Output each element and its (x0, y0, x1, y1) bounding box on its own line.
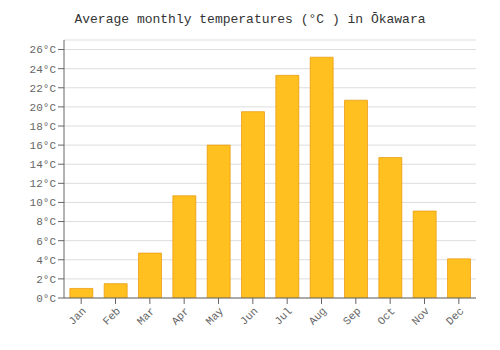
svg-text:Sep: Sep (341, 305, 363, 327)
svg-text:26°C: 26°C (30, 44, 57, 56)
svg-text:Apr: Apr (169, 305, 191, 327)
svg-text:22°C: 22°C (30, 83, 57, 95)
svg-text:0°C: 0°C (36, 293, 56, 305)
svg-text:Oct: Oct (375, 305, 397, 327)
svg-text:May: May (204, 305, 227, 328)
svg-text:6°C: 6°C (36, 236, 56, 248)
svg-text:Dec: Dec (444, 305, 466, 327)
svg-text:24°C: 24°C (30, 64, 57, 76)
svg-text:Jul: Jul (272, 305, 294, 327)
html-text:Average monthly temperatures (: Average monthly temperatures (°C ) in Ōk… (74, 12, 426, 27)
svg-text:Mar: Mar (135, 305, 157, 327)
svg-text:Feb: Feb (101, 305, 123, 327)
svg-text:Aug: Aug (307, 305, 329, 327)
svg-text:10°C: 10°C (30, 197, 57, 209)
svg-text:Jan: Jan (66, 305, 88, 327)
svg-text:20°C: 20°C (30, 102, 57, 114)
svg-text:4°C: 4°C (36, 255, 56, 267)
svg-text:12°C: 12°C (30, 178, 57, 190)
svg-text:8°C: 8°C (36, 216, 56, 228)
svg-text:18°C: 18°C (30, 121, 57, 133)
svg-text:2°C: 2°C (36, 274, 56, 286)
svg-text:Jun: Jun (238, 305, 260, 327)
svg-text:16°C: 16°C (30, 140, 57, 152)
svg-text:Nov: Nov (410, 305, 433, 328)
svg-text:14°C: 14°C (30, 159, 57, 171)
